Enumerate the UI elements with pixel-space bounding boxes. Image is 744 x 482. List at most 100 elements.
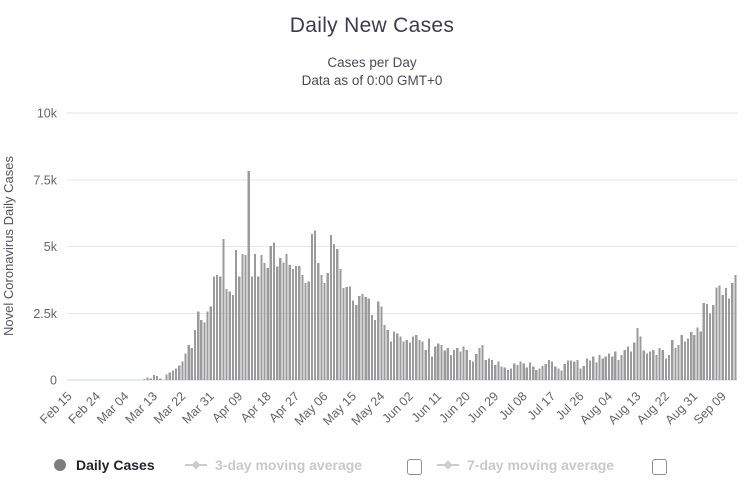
daily-cases-bar[interactable]	[399, 336, 402, 380]
daily-cases-bar[interactable]	[636, 328, 639, 380]
daily-cases-bar[interactable]	[402, 341, 405, 380]
daily-cases-bar[interactable]	[307, 281, 310, 380]
daily-cases-bar[interactable]	[408, 342, 412, 380]
daily-cases-bar[interactable]	[465, 349, 468, 380]
daily-cases-bar[interactable]	[282, 262, 285, 380]
daily-cases-bar[interactable]	[699, 331, 702, 380]
daily-cases-bar[interactable]	[437, 343, 440, 380]
legend-item-7day-moving-average[interactable]: 7-day moving average	[437, 450, 614, 480]
daily-cases-bar[interactable]	[216, 274, 219, 380]
daily-cases-bar[interactable]	[715, 287, 718, 380]
daily-cases-bar[interactable]	[415, 334, 418, 380]
daily-cases-bar[interactable]	[674, 348, 677, 380]
daily-cases-bar[interactable]	[383, 324, 386, 380]
daily-cases-bar[interactable]	[238, 276, 241, 380]
daily-cases-bar[interactable]	[279, 258, 282, 380]
daily-cases-bar[interactable]	[241, 253, 244, 380]
daily-cases-bar[interactable]	[263, 263, 266, 380]
daily-cases-bar[interactable]	[348, 286, 351, 380]
daily-cases-bar[interactable]	[155, 375, 159, 380]
daily-cases-bar[interactable]	[686, 338, 690, 380]
daily-cases-bar[interactable]	[532, 366, 535, 380]
daily-cases-bar[interactable]	[168, 372, 171, 380]
daily-cases-bar[interactable]	[576, 359, 579, 380]
daily-cases-bar[interactable]	[355, 304, 358, 380]
daily-cases-bar[interactable]	[513, 363, 516, 380]
daily-cases-bar[interactable]	[310, 233, 314, 380]
daily-cases-bar[interactable]	[712, 304, 715, 380]
daily-cases-bar[interactable]	[680, 334, 683, 380]
daily-cases-bar[interactable]	[544, 363, 547, 380]
daily-cases-bar[interactable]	[231, 294, 235, 380]
daily-cases-bar[interactable]	[494, 365, 497, 380]
daily-cases-bar[interactable]	[721, 294, 724, 380]
daily-cases-bar[interactable]	[374, 319, 377, 380]
daily-cases-bar[interactable]	[143, 378, 146, 380]
daily-cases-bar[interactable]	[295, 265, 298, 380]
daily-cases-bar[interactable]	[228, 291, 231, 380]
daily-cases-bar[interactable]	[481, 345, 484, 380]
daily-cases-bar[interactable]	[405, 339, 408, 380]
daily-cases-bar[interactable]	[313, 230, 317, 380]
7day-moving-average-checkbox[interactable]	[652, 459, 667, 475]
daily-cases-bar[interactable]	[285, 253, 288, 380]
daily-cases-bar[interactable]	[620, 354, 623, 380]
daily-cases-bar[interactable]	[323, 283, 326, 380]
daily-cases-bar[interactable]	[345, 287, 348, 380]
daily-cases-bar[interactable]	[569, 360, 573, 380]
daily-cases-bar[interactable]	[516, 365, 519, 380]
daily-cases-bar[interactable]	[339, 269, 342, 380]
daily-cases-bar[interactable]	[247, 170, 250, 380]
daily-cases-bar[interactable]	[225, 289, 228, 380]
daily-cases-bar[interactable]	[655, 354, 658, 380]
daily-cases-bar[interactable]	[528, 362, 532, 380]
daily-cases-bar[interactable]	[288, 265, 291, 380]
daily-cases-bar[interactable]	[630, 351, 633, 380]
daily-cases-bar[interactable]	[648, 351, 652, 380]
daily-cases-bar[interactable]	[358, 295, 361, 380]
daily-cases-bar[interactable]	[671, 339, 674, 380]
daily-cases-bar[interactable]	[468, 359, 472, 380]
daily-cases-bar[interactable]	[497, 361, 500, 380]
daily-cases-bar[interactable]	[585, 358, 588, 380]
daily-cases-bar[interactable]	[639, 336, 642, 380]
daily-cases-bar[interactable]	[652, 349, 655, 380]
daily-cases-bar[interactable]	[731, 282, 734, 380]
daily-cases-bar[interactable]	[623, 349, 626, 380]
daily-cases-bar[interactable]	[440, 345, 443, 380]
daily-cases-bar[interactable]	[604, 356, 607, 380]
daily-cases-bar[interactable]	[351, 300, 355, 380]
daily-cases-bar[interactable]	[171, 370, 174, 380]
daily-cases-bar[interactable]	[364, 297, 367, 380]
daily-cases-bar[interactable]	[459, 351, 462, 380]
daily-cases-bar[interactable]	[661, 349, 664, 380]
daily-cases-bar[interactable]	[702, 303, 705, 380]
daily-cases-bar[interactable]	[291, 269, 295, 380]
daily-cases-bar[interactable]	[253, 253, 257, 380]
daily-cases-bar[interactable]	[506, 369, 509, 380]
daily-cases-bar[interactable]	[503, 367, 506, 380]
daily-cases-bar[interactable]	[317, 263, 320, 380]
daily-cases-bar[interactable]	[443, 350, 446, 380]
daily-cases-bar[interactable]	[257, 276, 260, 380]
daily-cases-bar[interactable]	[724, 288, 728, 380]
daily-cases-bar[interactable]	[557, 368, 560, 380]
daily-cases-bar[interactable]	[206, 311, 209, 380]
daily-cases-bar[interactable]	[332, 243, 336, 380]
daily-cases-bar[interactable]	[260, 254, 263, 380]
daily-cases-bar[interactable]	[588, 360, 592, 380]
daily-cases-bar[interactable]	[219, 276, 222, 380]
daily-cases-bar[interactable]	[389, 341, 393, 380]
daily-cases-bar[interactable]	[484, 359, 487, 380]
daily-cases-bar[interactable]	[298, 265, 301, 380]
daily-cases-bar[interactable]	[152, 374, 156, 380]
daily-cases-bar[interactable]	[165, 374, 168, 380]
daily-cases-bar[interactable]	[490, 359, 494, 380]
daily-cases-bar[interactable]	[601, 358, 604, 380]
daily-cases-bar[interactable]	[187, 345, 190, 380]
daily-cases-bar[interactable]	[573, 361, 576, 380]
daily-cases-bar[interactable]	[193, 329, 197, 380]
daily-cases-bar[interactable]	[525, 367, 528, 380]
daily-cases-bar[interactable]	[446, 348, 449, 380]
daily-cases-bar[interactable]	[560, 370, 563, 380]
